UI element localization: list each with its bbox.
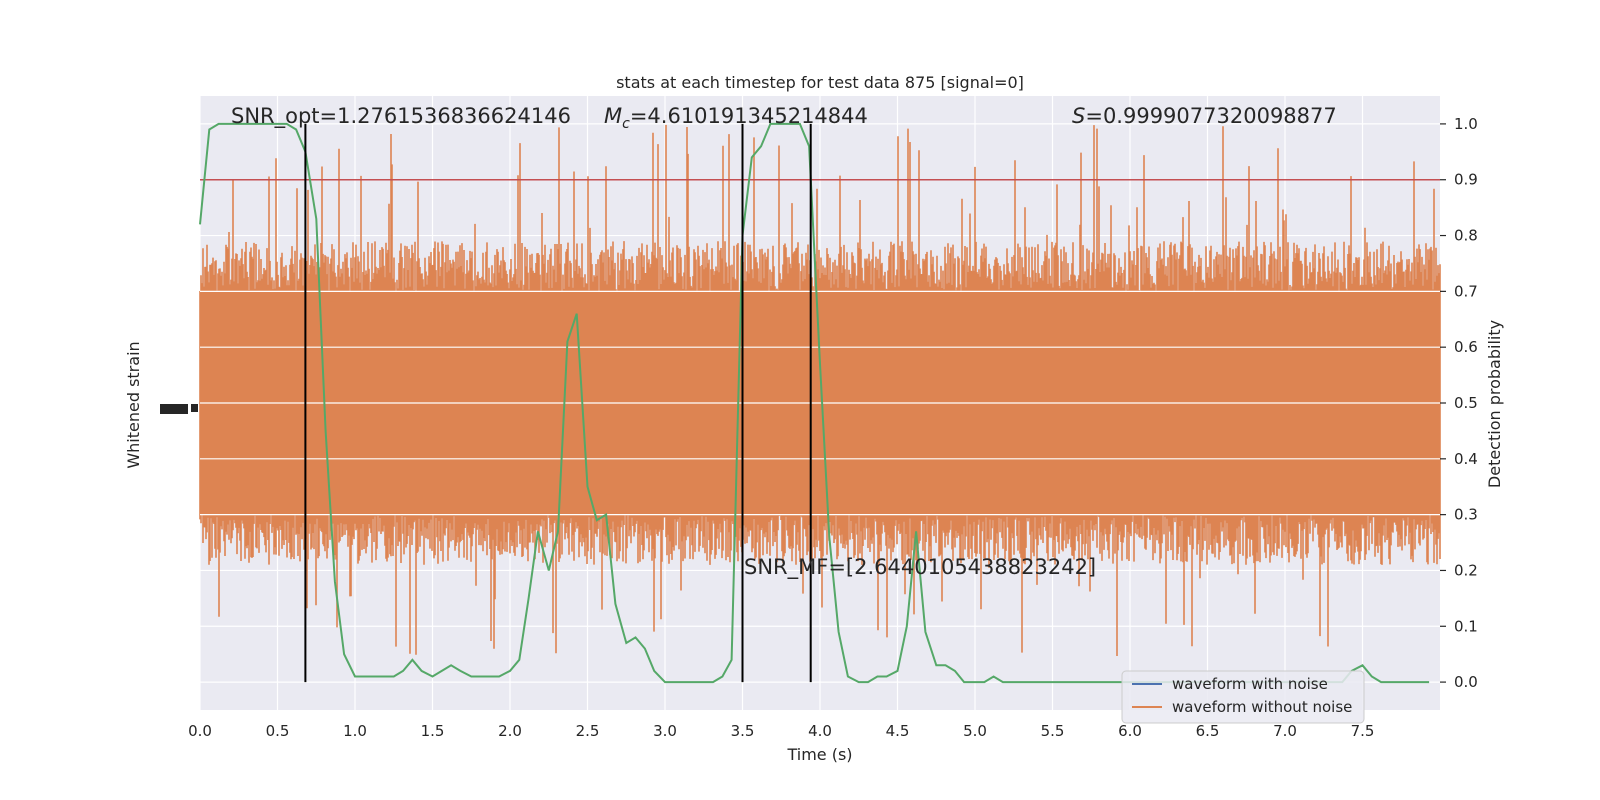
left-tick-mark [191, 404, 198, 412]
x-tick-label: 0.5 [266, 722, 290, 740]
mc-symbol: M [604, 104, 622, 128]
annotation-s-value: S=0.9999077320098877 [1072, 104, 1337, 128]
y-axis-label-right: Detection probability [1485, 320, 1504, 488]
legend-label-clean: waveform without noise [1172, 698, 1352, 716]
x-tick-label: 1.5 [421, 722, 445, 740]
x-tick-label: 0.0 [188, 722, 212, 740]
legend-label-noise: waveform with noise [1172, 675, 1328, 693]
mc-subscript: c [622, 116, 630, 132]
y-right-tick-label: 0.5 [1454, 394, 1478, 412]
y-right-tick-label: 0.9 [1454, 171, 1478, 189]
x-tick-label: 4.0 [808, 722, 832, 740]
x-axis-label: Time (s) [786, 745, 852, 764]
y-right-tick-label: 0.7 [1454, 282, 1478, 300]
tick-layer: 0.0 0.5 1.0 1.5 2.0 2.5 3.0 3.5 4.0 4.5 5.0 5.5 6.0 6… [188, 115, 1478, 740]
x-tick-label: 2.0 [498, 722, 522, 740]
x-tick-label: 1.0 [343, 722, 367, 740]
legend-box [1121, 670, 1365, 724]
x-tick-label: 7.5 [1351, 722, 1375, 740]
x-tick-label: 3.5 [731, 722, 755, 740]
legend: waveform with noise waveform without noi… [1121, 670, 1365, 724]
left-axis-collapsed-ticks [160, 404, 198, 414]
annotation-snr-opt: SNR_opt=1.2761536836624146 [231, 104, 571, 129]
y-right-tick-label: 0.2 [1454, 561, 1478, 579]
annotation-snr-mf: SNR_MF=[2.6440105438823242] [744, 555, 1096, 580]
x-tick-label: 6.5 [1196, 722, 1220, 740]
x-tick-label: 6.0 [1118, 722, 1142, 740]
y-right-tick-label: 0.8 [1454, 227, 1478, 245]
x-tick-label: 2.5 [576, 722, 600, 740]
y-right-tick-label: 0.0 [1454, 673, 1478, 691]
s-symbol: S [1072, 104, 1085, 128]
vertical-lines-layer [304, 123, 812, 683]
annotation-chirp-mass: Mc=4.610191345214844 [604, 104, 868, 132]
x-tick-label: 5.0 [963, 722, 987, 740]
x-tick-label: 7.0 [1273, 722, 1297, 740]
y-right-tick-label: 1.0 [1454, 115, 1478, 133]
x-tick-label: 3.0 [653, 722, 677, 740]
y-right-tick-label: 0.1 [1454, 617, 1478, 635]
left-tick-cluster [160, 404, 188, 414]
y-right-tick-label: 0.3 [1454, 506, 1478, 524]
y-right-tick-label: 0.6 [1454, 338, 1478, 356]
s-value: =0.9999077320098877 [1085, 104, 1336, 128]
x-tick-label: 4.5 [886, 722, 910, 740]
chart-title: stats at each timestep for test data 875… [616, 73, 1024, 92]
y-axis-label-left: Whitened strain [124, 341, 143, 468]
noise-layer [199, 124, 1441, 656]
mc-value: =4.610191345214844 [630, 104, 868, 128]
x-tick-label: 5.5 [1041, 722, 1065, 740]
y-right-tick-label: 0.4 [1454, 450, 1478, 468]
